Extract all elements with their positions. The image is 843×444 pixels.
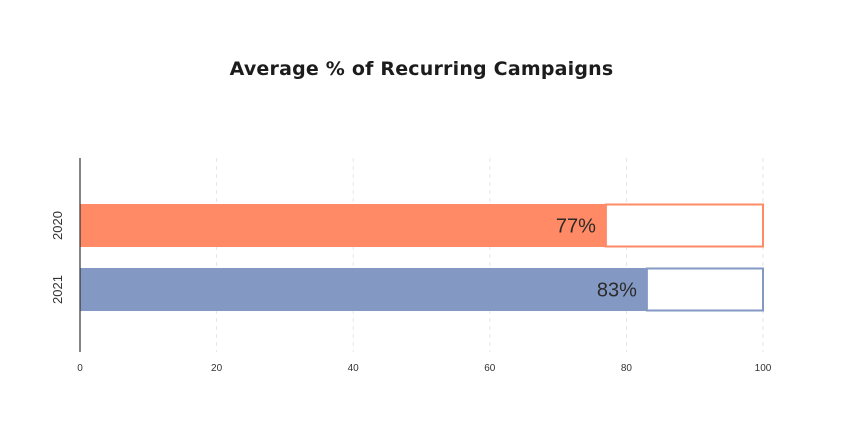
x-tick-label-60: 60 bbox=[484, 363, 496, 374]
x-tick-label-40: 40 bbox=[348, 363, 360, 374]
bar-2021 bbox=[80, 268, 647, 311]
category-label-2021: 2021 bbox=[50, 275, 65, 304]
x-tick-label-0: 0 bbox=[77, 363, 83, 374]
category-label-2020: 2020 bbox=[50, 211, 65, 240]
data-label-2021: 83% bbox=[597, 280, 637, 302]
x-tick-label-80: 80 bbox=[621, 363, 633, 374]
bar-remainder-2021 bbox=[645, 267, 765, 312]
bar-2020 bbox=[80, 204, 606, 247]
x-tick-label-20: 20 bbox=[211, 363, 223, 374]
data-label-2020: 77% bbox=[556, 216, 596, 238]
x-tick-label-100: 100 bbox=[755, 363, 772, 374]
bar-remainder-2020 bbox=[604, 203, 764, 248]
chart-title: Average % of Recurring Campaigns bbox=[229, 58, 614, 80]
